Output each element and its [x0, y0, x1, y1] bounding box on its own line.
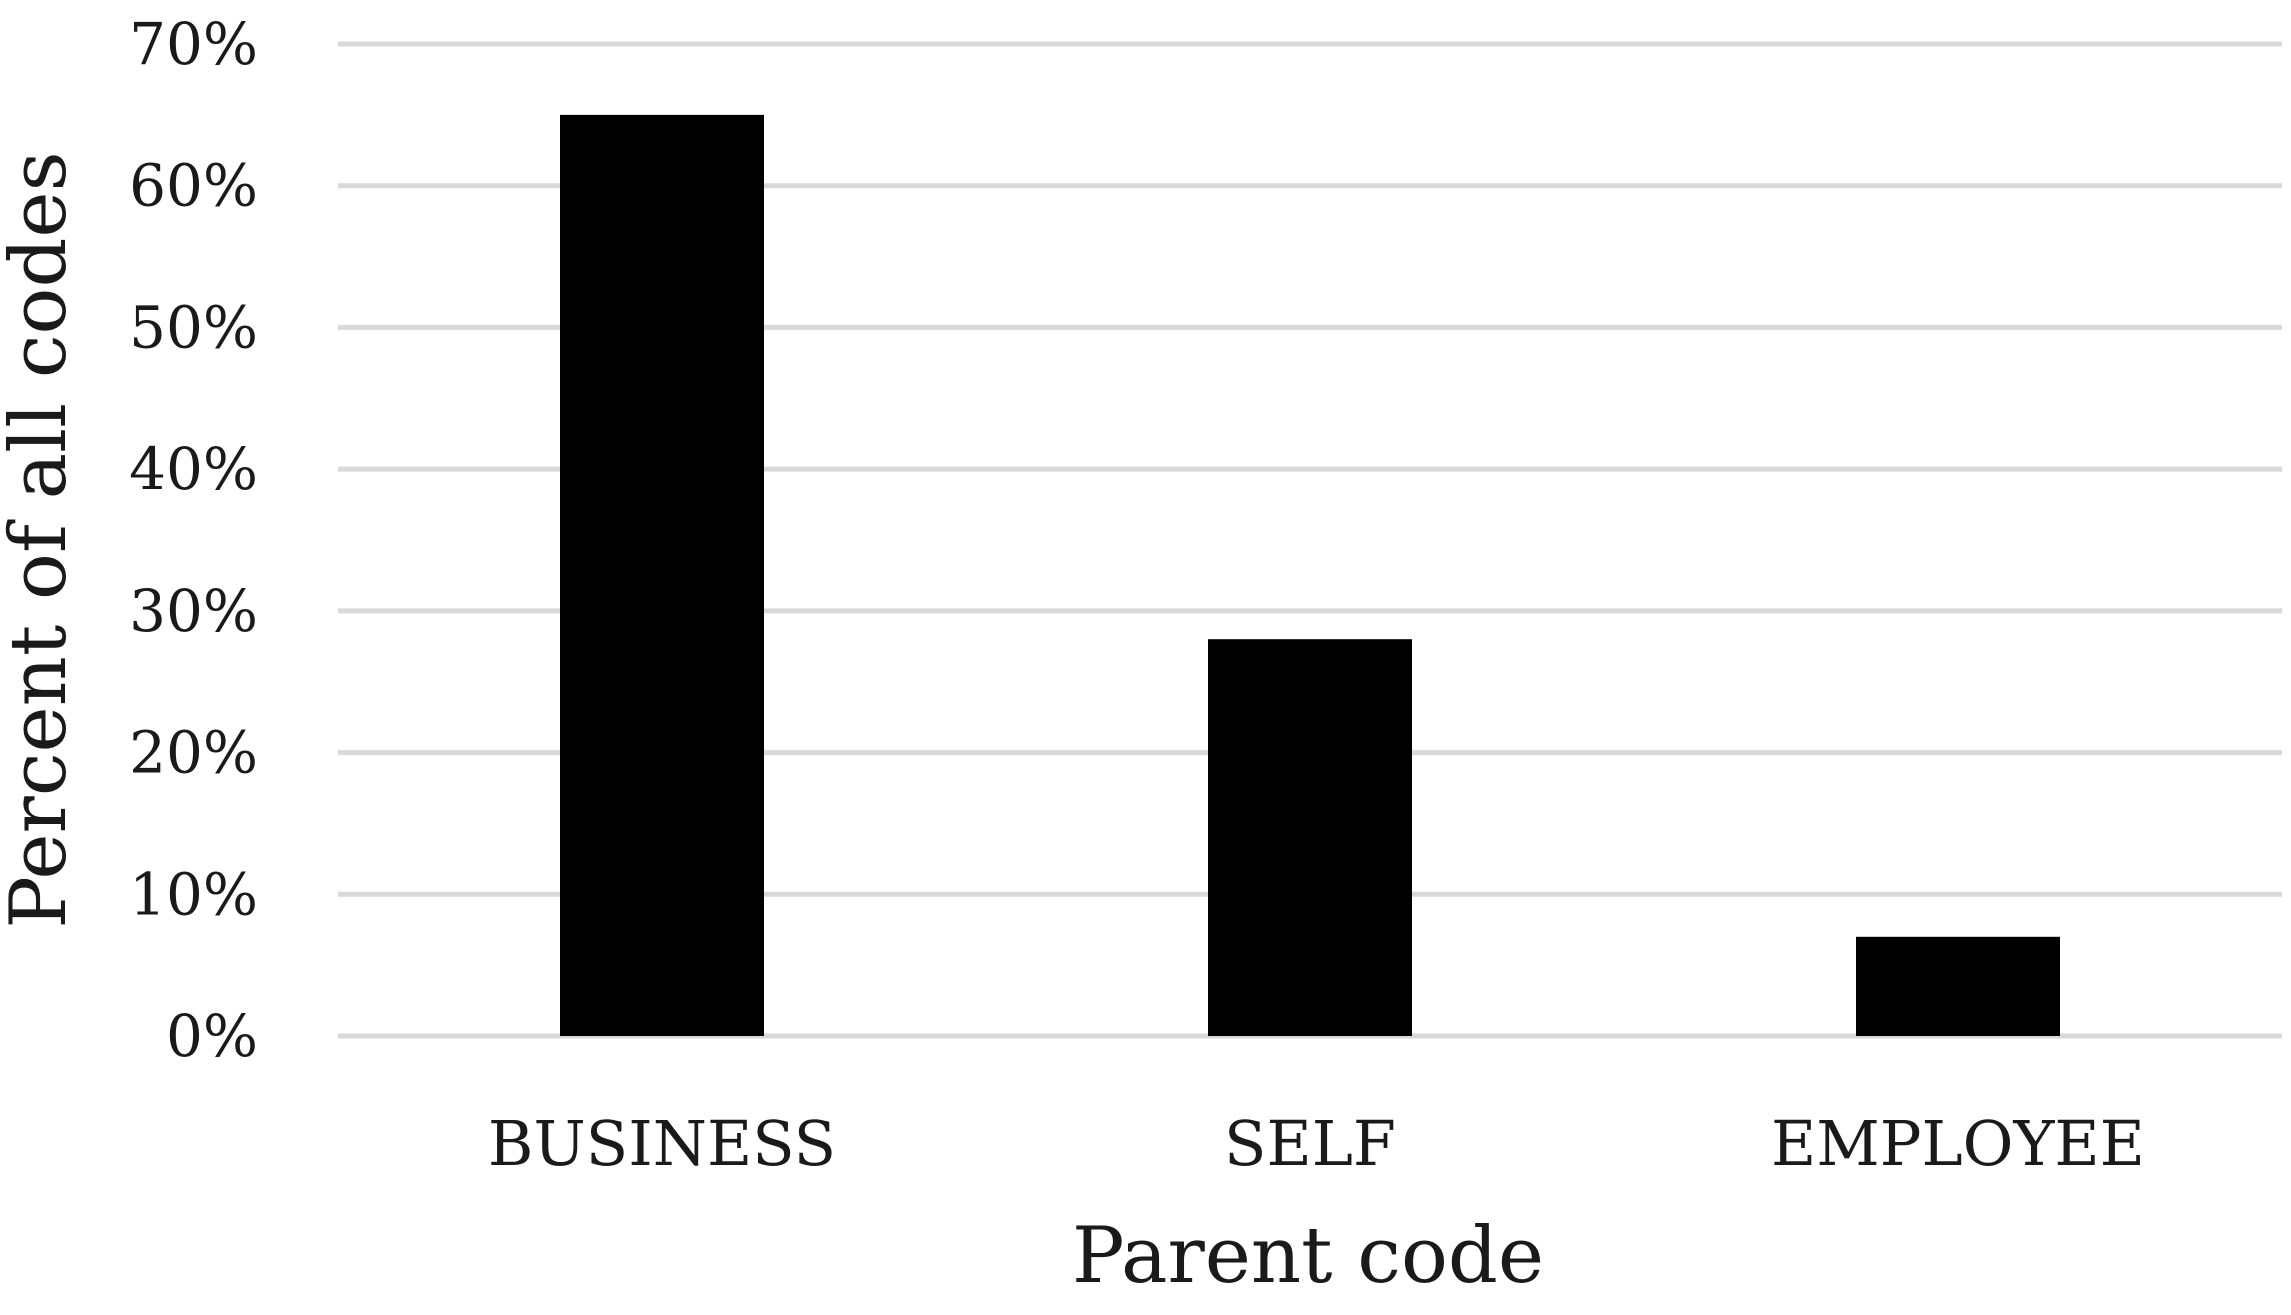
y-tick-label: 30%	[129, 577, 258, 645]
x-axis-categories: BUSINESS SELF EMPLOYEE	[488, 1107, 2145, 1180]
y-tick-label: 40%	[129, 435, 258, 503]
bar-business	[560, 114, 764, 1037]
y-axis-ticks: 0% 10% 20% 30% 40% 50% 60% 70%	[129, 10, 258, 1070]
y-axis-title: Percent of all codes	[0, 151, 84, 928]
bars	[560, 114, 2060, 1037]
bar-self	[1208, 639, 1412, 1036]
bar-employee	[1856, 936, 2060, 1036]
x-axis-title: Parent code	[1072, 1211, 1544, 1301]
y-tick-label: 70%	[129, 10, 258, 78]
x-category-label: EMPLOYEE	[1771, 1107, 2145, 1180]
x-category-label: SELF	[1224, 1107, 1396, 1180]
y-tick-label: 0%	[166, 1002, 258, 1070]
x-category-label: BUSINESS	[488, 1107, 836, 1180]
y-tick-label: 10%	[129, 860, 258, 928]
y-tick-label: 50%	[129, 293, 258, 361]
y-tick-label: 20%	[129, 719, 258, 787]
y-tick-label: 60%	[129, 152, 258, 220]
